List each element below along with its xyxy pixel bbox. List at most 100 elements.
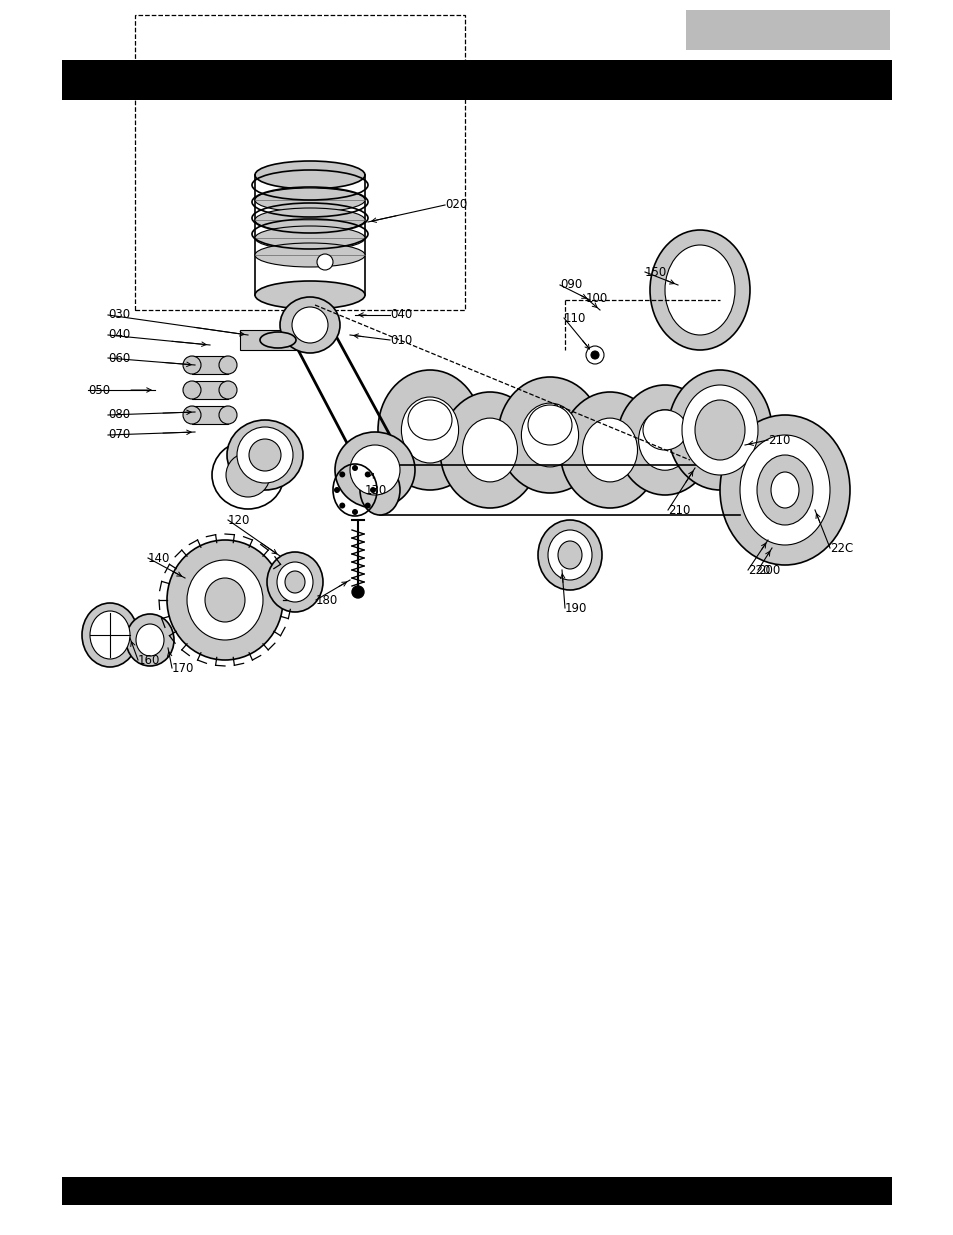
Ellipse shape — [559, 391, 659, 508]
Ellipse shape — [638, 410, 691, 471]
Text: 040: 040 — [390, 309, 412, 321]
Ellipse shape — [664, 245, 734, 335]
Circle shape — [334, 487, 339, 493]
Text: 210: 210 — [767, 433, 789, 447]
Ellipse shape — [757, 454, 812, 525]
Ellipse shape — [136, 624, 164, 656]
Ellipse shape — [90, 611, 130, 659]
Text: 080: 080 — [108, 409, 130, 421]
Ellipse shape — [462, 419, 517, 482]
Ellipse shape — [167, 540, 283, 659]
Ellipse shape — [126, 614, 173, 666]
Bar — [192, 382, 228, 399]
Ellipse shape — [582, 419, 637, 482]
Text: 220: 220 — [747, 563, 770, 577]
Text: 130: 130 — [365, 483, 387, 496]
Ellipse shape — [681, 385, 758, 475]
Circle shape — [370, 487, 375, 493]
Bar — [685, 10, 889, 49]
Ellipse shape — [352, 585, 364, 598]
Ellipse shape — [219, 406, 236, 424]
Ellipse shape — [401, 396, 458, 463]
Ellipse shape — [408, 400, 452, 440]
Ellipse shape — [377, 370, 481, 490]
Ellipse shape — [721, 466, 758, 515]
Text: 090: 090 — [559, 279, 581, 291]
Text: 070: 070 — [108, 429, 131, 441]
Bar — [62, 1177, 891, 1205]
Circle shape — [339, 472, 345, 478]
Ellipse shape — [617, 385, 712, 495]
Ellipse shape — [642, 410, 686, 450]
Ellipse shape — [695, 400, 744, 459]
Text: 030: 030 — [108, 309, 130, 321]
Bar — [62, 61, 891, 100]
Ellipse shape — [183, 382, 201, 399]
Ellipse shape — [285, 571, 305, 593]
Ellipse shape — [205, 578, 245, 622]
Ellipse shape — [254, 188, 365, 212]
Ellipse shape — [187, 559, 263, 640]
Bar — [192, 356, 228, 374]
Text: 180: 180 — [315, 594, 338, 606]
Text: 020: 020 — [444, 199, 467, 211]
Ellipse shape — [82, 603, 138, 667]
Ellipse shape — [585, 346, 603, 364]
Ellipse shape — [439, 391, 539, 508]
Ellipse shape — [292, 308, 328, 343]
Ellipse shape — [254, 282, 365, 309]
Ellipse shape — [260, 332, 295, 348]
Ellipse shape — [350, 445, 399, 495]
Ellipse shape — [547, 530, 592, 580]
Ellipse shape — [590, 351, 598, 359]
Text: 100: 100 — [585, 291, 608, 305]
Ellipse shape — [649, 230, 749, 350]
Ellipse shape — [254, 243, 365, 267]
Circle shape — [352, 466, 357, 471]
Text: 160: 160 — [138, 653, 160, 667]
Text: 150: 150 — [644, 266, 666, 279]
Ellipse shape — [667, 370, 771, 490]
Ellipse shape — [280, 296, 339, 353]
Circle shape — [352, 509, 357, 515]
Ellipse shape — [521, 403, 578, 467]
Ellipse shape — [236, 427, 293, 483]
Text: 010: 010 — [390, 333, 412, 347]
Ellipse shape — [254, 226, 365, 249]
Ellipse shape — [335, 432, 415, 508]
Ellipse shape — [254, 161, 365, 189]
Text: 200: 200 — [758, 563, 780, 577]
Bar — [135, 15, 464, 310]
Ellipse shape — [219, 382, 236, 399]
Bar — [62, 1177, 891, 1205]
Bar — [62, 61, 891, 100]
Ellipse shape — [558, 541, 581, 569]
Ellipse shape — [497, 377, 601, 493]
Ellipse shape — [226, 453, 270, 496]
Ellipse shape — [316, 254, 333, 270]
Text: 040: 040 — [108, 329, 131, 342]
Ellipse shape — [740, 435, 829, 545]
Bar — [192, 406, 228, 424]
Text: 190: 190 — [564, 601, 587, 615]
Text: 210: 210 — [667, 504, 690, 516]
Ellipse shape — [183, 356, 201, 374]
Ellipse shape — [227, 420, 303, 490]
Bar — [685, 10, 889, 49]
Ellipse shape — [183, 406, 201, 424]
Text: 22C: 22C — [829, 541, 852, 555]
Text: 110: 110 — [563, 311, 586, 325]
Circle shape — [364, 503, 371, 509]
Ellipse shape — [276, 562, 313, 601]
Text: 120: 120 — [228, 514, 250, 526]
Ellipse shape — [267, 552, 323, 613]
Ellipse shape — [720, 415, 849, 564]
Text: 170: 170 — [172, 662, 194, 674]
Text: 050: 050 — [88, 384, 110, 396]
Ellipse shape — [219, 356, 236, 374]
Ellipse shape — [212, 441, 284, 509]
Text: 060: 060 — [108, 352, 131, 364]
Circle shape — [364, 472, 371, 478]
Ellipse shape — [770, 472, 799, 508]
Ellipse shape — [527, 405, 572, 445]
